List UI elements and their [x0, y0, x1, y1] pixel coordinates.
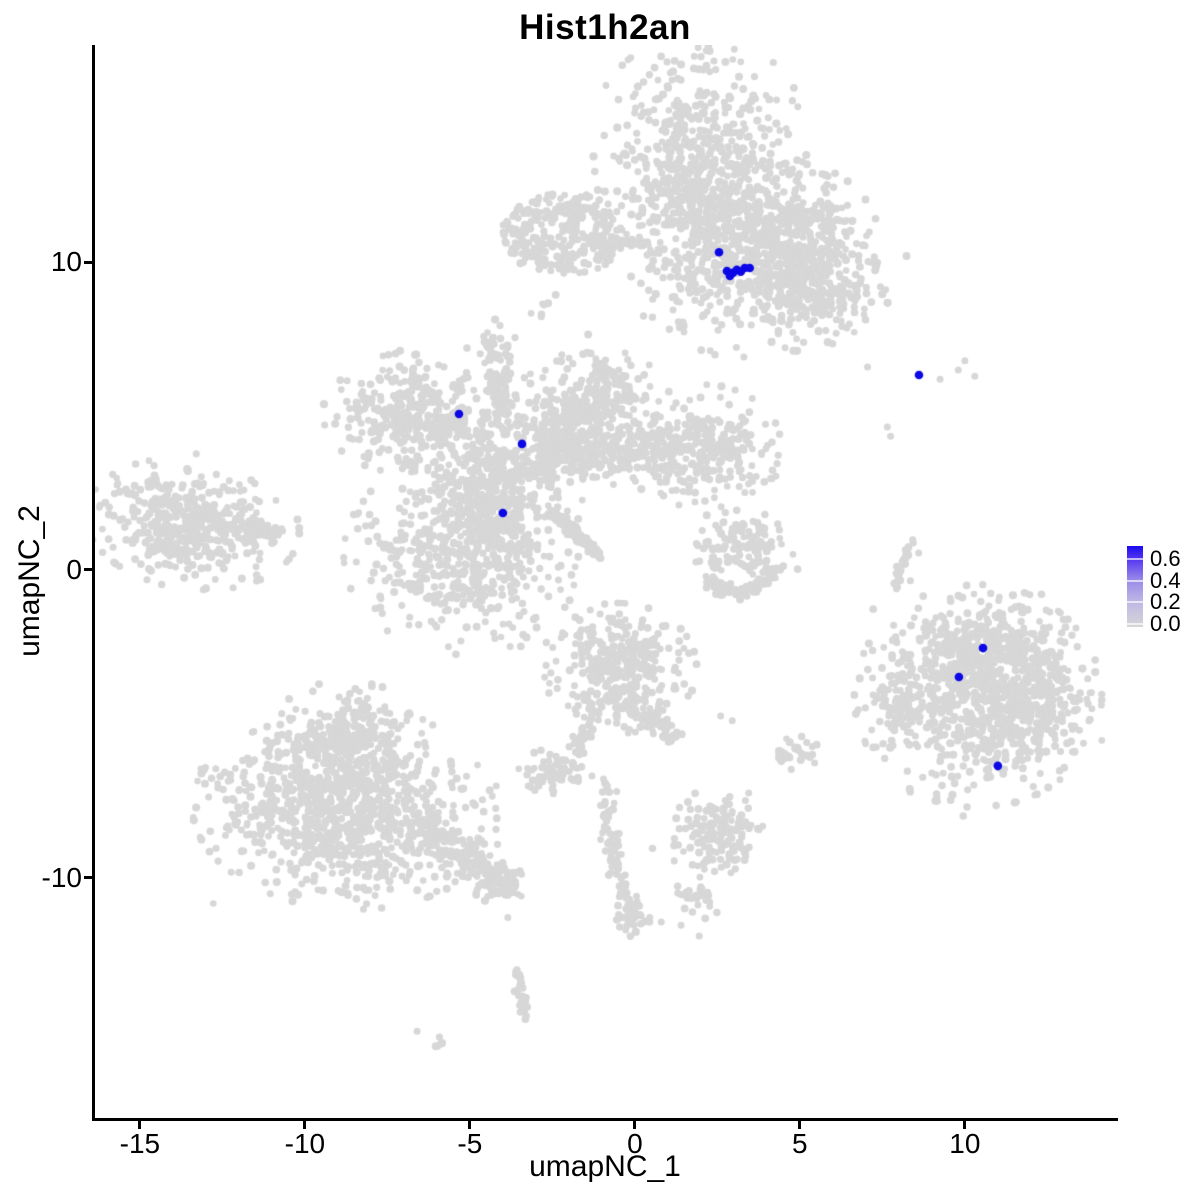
legend-tick-mark — [1127, 579, 1143, 582]
legend-gradient-bar — [1127, 546, 1143, 627]
x-tick-label: 0 — [627, 1128, 643, 1159]
x-axis-line — [92, 1118, 1118, 1121]
x-tick-label: -15 — [119, 1128, 161, 1159]
y-axis-line — [92, 45, 95, 1121]
x-tick-label: -5 — [457, 1128, 483, 1159]
y-axis-title: umapNC_2 — [13, 505, 46, 657]
x-tick-label: 5 — [792, 1128, 808, 1159]
x-tick-label: -10 — [284, 1128, 326, 1159]
x-tick-mark — [138, 1121, 142, 1129]
x-axis-title: umapNC_1 — [529, 1150, 681, 1183]
plot-panel — [95, 45, 1115, 1118]
y-tick-mark — [84, 568, 92, 572]
scatter-canvas — [95, 45, 1115, 1118]
legend-tick-mark — [1127, 601, 1143, 603]
y-tick-label: -10 — [41, 861, 82, 893]
legend-tick-mark — [1127, 558, 1143, 560]
x-tick-mark — [798, 1121, 802, 1129]
y-tick-mark — [84, 260, 92, 264]
y-tick-mark — [84, 876, 92, 879]
x-tick-label: 10 — [949, 1128, 981, 1159]
x-tick-mark — [468, 1121, 472, 1129]
legend-tick-mark — [1127, 622, 1143, 625]
legend-tick-label: 0.6 — [1150, 546, 1181, 571]
x-tick-mark — [633, 1121, 637, 1129]
x-tick-mark — [303, 1121, 307, 1129]
legend-tick-label: 0.2 — [1150, 589, 1181, 614]
y-tick-label: 0 — [66, 553, 82, 585]
legend-tick-label: 0.0 — [1150, 610, 1181, 636]
y-tick-label: 10 — [50, 246, 82, 278]
plot-title: Hist1h2an — [519, 8, 691, 47]
x-tick-mark — [963, 1121, 967, 1129]
legend-tick-label: 0.4 — [1150, 567, 1181, 593]
